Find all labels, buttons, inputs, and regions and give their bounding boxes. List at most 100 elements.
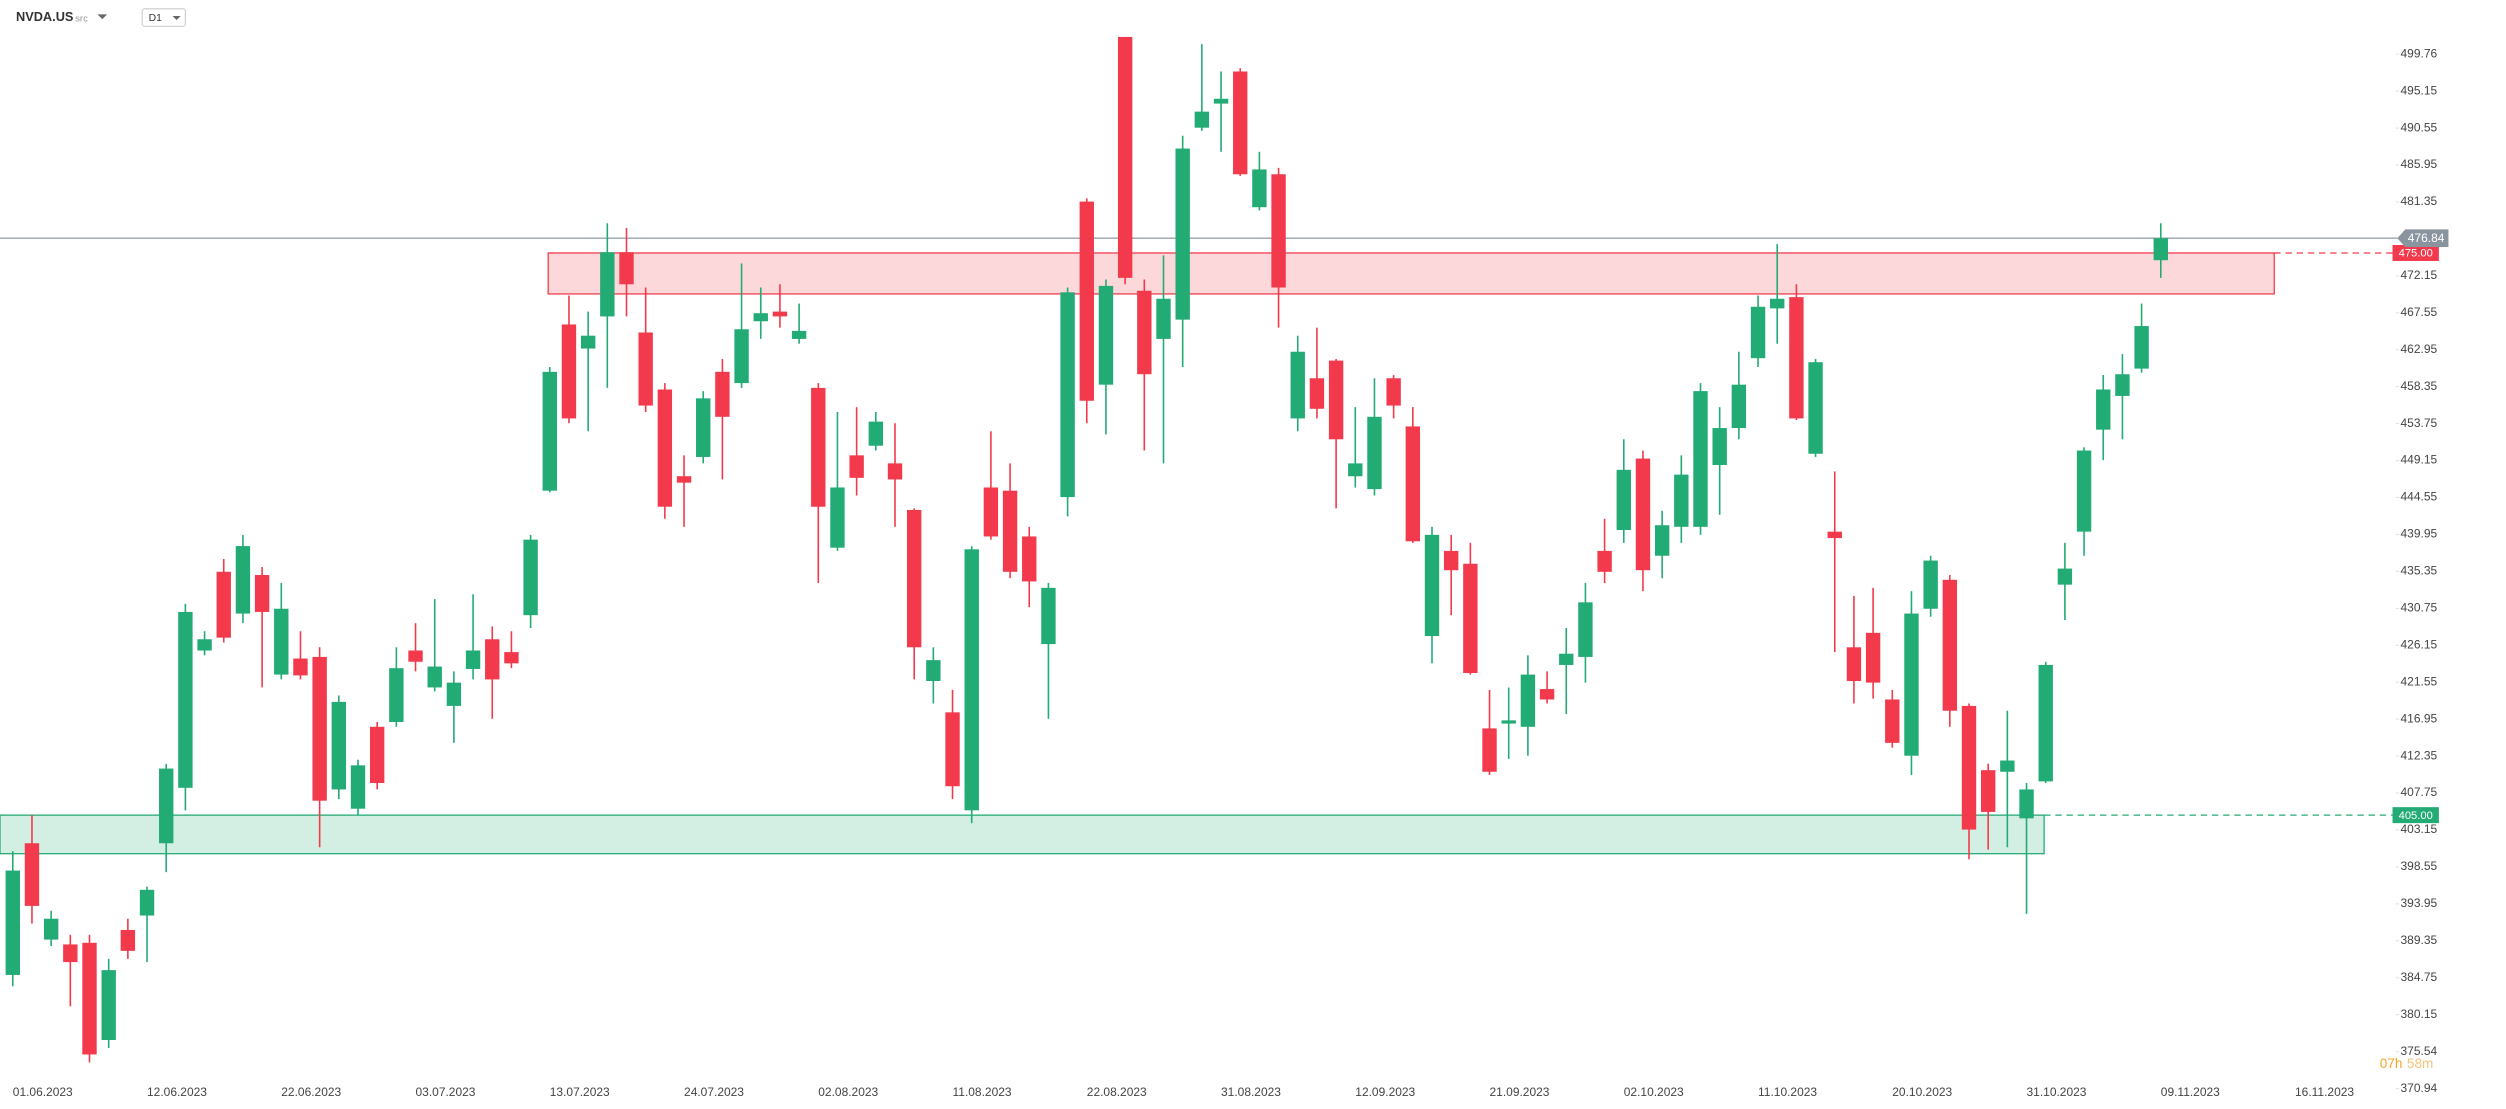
candle-body xyxy=(600,252,615,317)
candle-body xyxy=(1443,550,1459,571)
x-tick-label: 24.07.2023 xyxy=(684,1085,744,1099)
y-tick-label: 458.35 xyxy=(2401,379,2438,393)
candle-body xyxy=(2096,389,2111,430)
candle-body xyxy=(1827,531,1842,539)
candle-body xyxy=(1578,602,1593,657)
candle-body xyxy=(2076,450,2092,532)
y-tick-label: 389.35 xyxy=(2401,933,2438,947)
candle-body xyxy=(887,463,903,480)
candle-body xyxy=(178,611,193,788)
last-price-box xyxy=(2397,229,2449,247)
zone-label-box xyxy=(2392,807,2439,824)
candle-body xyxy=(1980,770,1996,812)
candle-body xyxy=(139,889,155,916)
candle-body xyxy=(1539,689,1555,700)
x-tick-label: 22.08.2023 xyxy=(1087,1085,1147,1099)
timeframe-caret[interactable] xyxy=(172,15,181,20)
candle-body xyxy=(964,549,979,811)
candle-body xyxy=(216,571,231,638)
x-tick-label: 09.11.2023 xyxy=(2161,1085,2220,1099)
candle-body xyxy=(580,335,596,349)
x-tick-label: 21.09.2023 xyxy=(1490,1085,1550,1099)
candle-body xyxy=(120,929,136,951)
candle-body xyxy=(254,575,270,612)
x-tick-label: 11.10.2023 xyxy=(1758,1085,1817,1099)
candle-body xyxy=(408,650,423,662)
candle-body xyxy=(868,421,884,446)
candle-body xyxy=(82,942,97,1055)
candle-body xyxy=(2153,238,2168,261)
candle-body xyxy=(1674,474,1689,527)
last-price-label: 476.84 xyxy=(2408,231,2445,245)
candle-body xyxy=(1233,71,1248,175)
candle-body xyxy=(1290,351,1305,419)
candle-body xyxy=(1156,298,1171,339)
y-tick-label: 485.95 xyxy=(2401,157,2438,171)
x-tick-label: 20.10.2023 xyxy=(1892,1085,1952,1099)
candle-body xyxy=(1041,587,1056,645)
candle-body xyxy=(1002,490,1018,572)
candle-body xyxy=(1367,416,1382,490)
candle-body xyxy=(350,765,366,809)
candle-body xyxy=(485,639,500,680)
y-tick-label: 499.76 xyxy=(2401,46,2438,60)
zone xyxy=(0,814,2045,855)
y-tick-label: 370.94 xyxy=(2401,1081,2438,1095)
candle-body xyxy=(1463,563,1478,673)
candle-body xyxy=(1252,169,1267,208)
candle-body xyxy=(1635,458,1651,571)
candle-body xyxy=(1424,534,1440,637)
candle-body xyxy=(235,546,251,614)
symbol[interactable]: NVDA.US xyxy=(16,9,74,24)
candle-body xyxy=(1904,613,1919,756)
timeframe-select[interactable] xyxy=(141,8,186,27)
candle-body xyxy=(1022,536,1037,582)
zone-label: 475.00 xyxy=(2399,248,2433,260)
candle-body xyxy=(312,656,327,801)
y-tick-label: 495.15 xyxy=(2401,83,2438,97)
zone xyxy=(547,252,2275,295)
candle-body xyxy=(1616,469,1631,531)
candle-body xyxy=(1060,292,1075,498)
candle-body xyxy=(2000,760,2015,772)
y-tick-label: 421.55 xyxy=(2401,674,2438,688)
candle-body xyxy=(1175,148,1190,320)
candle-body xyxy=(2038,664,2053,782)
candle-body xyxy=(1731,384,1747,429)
candle-body xyxy=(983,487,999,537)
candle-body xyxy=(1885,699,1900,743)
countdown-hours: 07h xyxy=(2380,1056,2403,1071)
candle-body xyxy=(1559,653,1574,665)
candle-body xyxy=(849,455,864,478)
candle-body xyxy=(906,509,922,648)
y-tick-label: 449.15 xyxy=(2401,453,2438,467)
timeframe[interactable]: D1 xyxy=(149,13,162,24)
symbol-caret[interactable] xyxy=(97,14,108,20)
candle-body xyxy=(369,726,385,784)
y-tick-label: 481.35 xyxy=(2401,194,2438,208)
zone-label-box xyxy=(2392,244,2439,261)
candle-body xyxy=(1137,290,1152,375)
candle-body xyxy=(1213,98,1229,104)
candle-body xyxy=(2057,568,2073,585)
y-tick-label: 490.55 xyxy=(2401,120,2438,134)
candle-body xyxy=(619,252,634,285)
candle-body xyxy=(2134,326,2149,369)
y-tick-label: 453.75 xyxy=(2401,416,2438,430)
zone-label: 405.00 xyxy=(2399,810,2433,822)
candle-body xyxy=(1712,428,1727,465)
candle-body xyxy=(1942,579,1958,711)
y-tick-label: 416.95 xyxy=(2401,711,2438,725)
y-tick-label: 426.15 xyxy=(2401,637,2438,651)
candle-body xyxy=(389,668,404,722)
candle-body xyxy=(1770,298,1785,309)
x-tick-label: 12.09.2023 xyxy=(1355,1085,1415,1099)
y-tick-label: 462.95 xyxy=(2401,342,2438,356)
candle-body xyxy=(1789,297,1804,419)
candle-body xyxy=(830,487,845,548)
candle-body xyxy=(1501,720,1516,724)
candle-body xyxy=(1194,111,1210,128)
candle-body xyxy=(772,311,788,317)
